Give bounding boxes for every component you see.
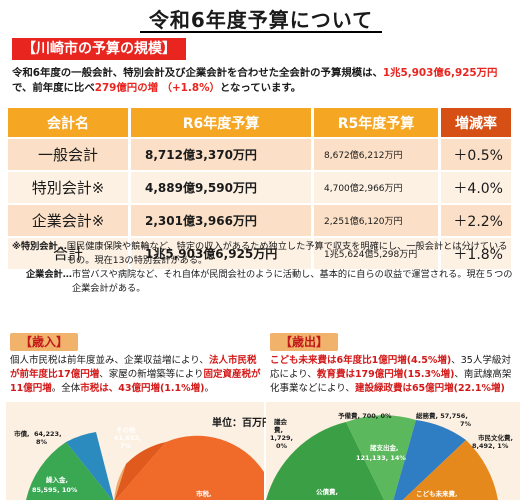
label-civic-culture-value: 8,492, 1% — [472, 442, 509, 450]
note-label: 企業会計… — [26, 269, 72, 280]
revenue-text: 、家屋の新増築等により — [99, 369, 204, 380]
expenditure-highlight: 教育費は179億円増(15.3%増) — [316, 369, 455, 380]
label-assembly: 議会 — [274, 417, 288, 426]
label-city-tax: 市税, — [196, 489, 211, 498]
change-rate: ＋4.0% — [441, 172, 511, 203]
label-municipal-bond-pct: 8% — [36, 438, 48, 446]
note-special-account: ※特別会計… 国民健康保険や競輪など、特定の収入があるため独立した予算で収支を明… — [12, 240, 514, 268]
revenue-pie-chart: 市債, 64,223, 8% その他 61,653, 7% 繰入金, 85,59… — [14, 425, 264, 500]
revenue-text: 個人市民税は前年度並み、企業収益増により、 — [10, 355, 209, 366]
table-row-total: 合計 1兆5,903億6,925万円 1兆5,624億5,298万円 ＋1.8% — [8, 238, 514, 269]
revenue-highlight: 市税は、43億円増(1.1%増) — [80, 383, 205, 394]
label-general-affairs-pct: 7% — [460, 420, 472, 428]
label-misc-expenditure-value: 121,133, 14% — [356, 454, 406, 462]
intro-text-2: で、前年度に比べ — [12, 82, 95, 94]
r6-amount: 2,301億3,966万円 — [131, 205, 311, 236]
r6-amount: 4,889億9,590万円 — [131, 172, 311, 203]
pie-slice-children-future — [402, 440, 498, 500]
r6-amount: 8,712億3,370万円 — [131, 139, 311, 170]
revenue-description: 個人市民税は前年度並み、企業収益増により、法人市民税が前年度比17億円増、家屋の… — [10, 354, 262, 396]
note-text: 市営バスや病院など、それ自体が民間会社のように活動し、基本的に自らの収益で運営さ… — [71, 269, 513, 294]
intro-text-1: 令和6年度の一般会計、特別会計及び企業会計を合わせた全会計の予算規模は、 — [12, 67, 383, 79]
table-row: 企業会計※ 2,301億3,966万円 2,251億6,120万円 ＋2.2% — [8, 205, 514, 236]
intro-paragraph: 令和6年度の一般会計、特別会計及び企業会計を合わせた全会計の予算規模は、1兆5,… — [12, 66, 512, 96]
expenditure-heading: 【歳出】 — [270, 333, 339, 351]
label-municipal-bond-value: 64,223, — [34, 430, 62, 438]
label-assembly-sub: 費, — [274, 425, 283, 434]
r5-amount: 4,700億2,966万円 — [314, 172, 438, 203]
unit-label: 単位：百万円 — [212, 418, 272, 429]
title-underline — [140, 31, 382, 33]
change-rate: ＋1.8% — [441, 238, 511, 269]
label-transfer: 繰入金, — [46, 475, 68, 484]
label-assembly-pct: 0% — [276, 442, 288, 450]
label-other: その他 — [116, 425, 136, 434]
change-rate: ＋0.5% — [441, 139, 511, 170]
budget-increase: 279億円の増 （+1.8%） — [94, 82, 220, 94]
footnotes: ※特別会計… 国民健康保険や競輪など、特定の収入があるため独立した予算で収支を明… — [12, 240, 514, 296]
expenditure-highlight: 建設緑政費は65億円増(22.1%増) — [354, 383, 505, 394]
account-name: 企業会計※ — [8, 205, 128, 236]
revenue-highlight: 固定資産税が11億円増 — [10, 369, 261, 394]
header-change-rate: 増減率 — [441, 108, 511, 137]
label-general-affairs: 総務費, 57,756, — [416, 411, 468, 420]
intro-text-3: となっています。 — [219, 82, 302, 94]
label-misc-expenditure: 諸支出金, — [370, 443, 398, 452]
budget-table: 会計名 R6年度予算 R5年度予算 増減率 一般会計 8,712億3,370万円… — [8, 108, 514, 271]
revenue-chart-panel: 市債, 64,223, 8% その他 61,653, 7% 繰入金, 85,59… — [6, 402, 264, 500]
note-text: 国民健康保険や競輪など、特定の収入があるため独立した予算で収支を明確にし、一般会… — [66, 241, 508, 266]
pie-slice-city-tax — [115, 435, 264, 500]
section-heading: 【川崎市の予算の規模】 — [12, 38, 186, 60]
revenue-heading: 【歳入】 — [10, 333, 79, 351]
total-budget-amount: 1兆5,903億6,925万円 — [382, 67, 498, 79]
expenditure-description: こども未来費は6年度比1億円増(4.5%増)、35人学級対応により、教育費は17… — [270, 354, 518, 396]
label-transfer-value: 85,595, 10% — [32, 486, 78, 494]
revenue-highlight: 法人市民税が前年度比17億円増 — [10, 355, 257, 380]
expenditure-pie-chart: 議会 費, 1,729, 0% 予備費, 700, 0% 総務費, 57,756… — [266, 411, 513, 500]
label-other-value: 61,653, — [114, 434, 142, 442]
expenditure-chart-panel: 議会 費, 1,729, 0% 予備費, 700, 0% 総務費, 57,756… — [266, 402, 520, 500]
header-r5-budget: R5年度予算 — [314, 108, 438, 137]
label-other-pct: 7% — [120, 442, 132, 450]
pie-slice-general-affairs — [393, 420, 466, 500]
header-account-name: 会計名 — [8, 108, 128, 137]
r6-amount: 1兆5,903億6,925万円 — [131, 238, 311, 269]
label-children-future: こども未来費, — [416, 489, 457, 498]
page-title: 令和6年度予算について — [148, 8, 374, 32]
account-name: 特別会計※ — [8, 172, 128, 203]
account-name: 一般会計 — [8, 139, 128, 170]
label-public-debt: 公債費, — [316, 487, 338, 496]
table-row: 特別会計※ 4,889億9,590万円 4,700億2,966万円 ＋4.0% — [8, 172, 514, 203]
account-name: 合計 — [8, 238, 128, 269]
pie-slice-public-debt — [266, 422, 385, 500]
pie-slice-municipal-bond — [114, 464, 126, 500]
pie-slice-other — [114, 442, 166, 500]
expenditure-highlight: こども未来費は6年度比1億円増(4.5%増) — [270, 355, 452, 366]
label-municipal-bond: 市債, — [14, 429, 29, 438]
label-civic-culture: 市民文化費, — [478, 433, 513, 442]
note-label: ※特別会計… — [12, 241, 67, 252]
revenue-text: 。 — [204, 383, 215, 394]
expenditure-text: 、南武線高架化事業などにより、 — [270, 369, 512, 394]
label-assembly-value: 1,729, — [270, 434, 293, 442]
r5-amount: 2,251億6,120万円 — [314, 205, 438, 236]
header-r6-budget: R6年度予算 — [131, 108, 311, 137]
table-row: 一般会計 8,712億3,370万円 8,672億6,212万円 ＋0.5% — [8, 139, 514, 170]
table-header-row: 会計名 R6年度予算 R5年度予算 増減率 — [8, 108, 514, 137]
pie-slice-other-revenue — [66, 432, 114, 500]
label-reserve: 予備費, 700, 0% — [338, 411, 392, 420]
note-enterprise-account: 企業会計… 市営バスや病院など、それ自体が民間会社のように活動し、基本的に自らの… — [12, 268, 514, 296]
expenditure-text: 、35人学級対応により、 — [270, 355, 511, 380]
pie-slice-transfer — [26, 442, 113, 500]
revenue-text: 。全体 — [51, 383, 81, 394]
pie-slice-misc-expenditure — [346, 415, 416, 500]
change-rate: ＋2.2% — [441, 205, 511, 236]
r5-amount: 8,672億6,212万円 — [314, 139, 438, 170]
r5-amount: 1兆5,624億5,298万円 — [314, 238, 438, 269]
